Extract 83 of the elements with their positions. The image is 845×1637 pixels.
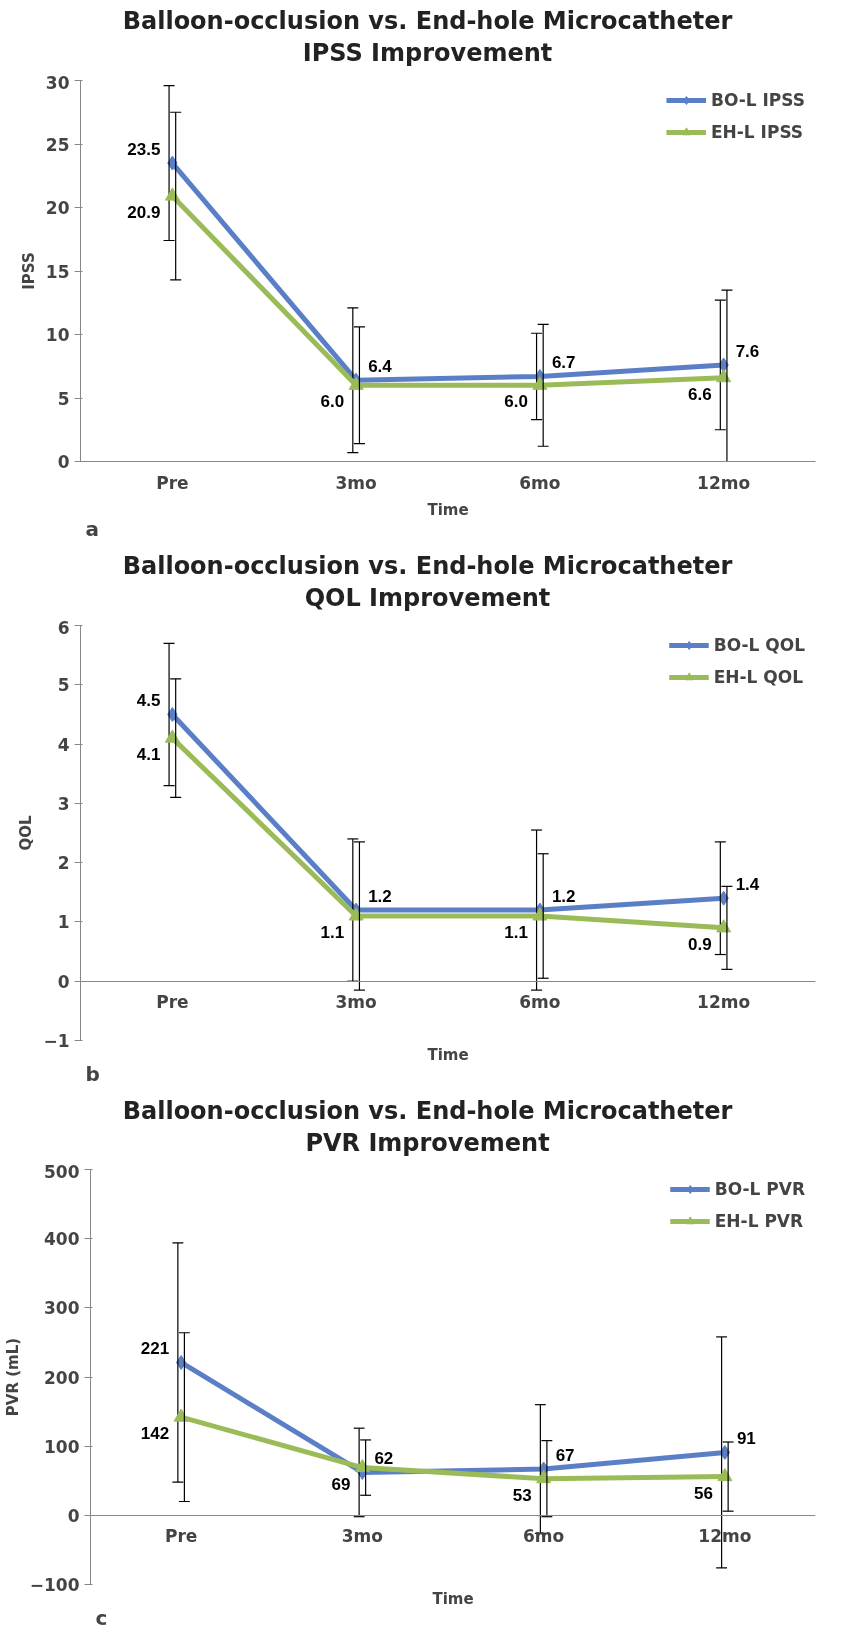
x-tick-label: Pre <box>156 991 189 1012</box>
chart-title: Balloon-occlusion vs. End-hole Microcatheter PVR Improvement <box>122 1095 733 1159</box>
chart-title: Balloon-occlusion vs. End-hole Microcatheter QOL Improvement <box>122 550 733 615</box>
text: b <box>85 1061 100 1086</box>
data-label: 6.6 <box>687 384 712 404</box>
y-tick-label: −100 <box>29 1575 80 1596</box>
data-label: 0.9 <box>687 934 712 954</box>
legend-label: EH-L IPSS <box>710 121 804 142</box>
point <box>532 906 548 921</box>
x-tick-label: 12mo <box>697 472 751 493</box>
x-tick-label: 3mo <box>341 1526 383 1547</box>
data-label: 6.0 <box>320 392 345 412</box>
data-label: 4.5 <box>136 690 161 710</box>
point <box>354 1459 370 1473</box>
data-label: 69 <box>331 1474 351 1494</box>
y-tick-label: 2 <box>57 852 70 873</box>
x-tick-label: 12mo <box>697 991 751 1012</box>
y-tick-label: 200 <box>44 1367 80 1388</box>
y-tick-label: 500 <box>44 1161 80 1182</box>
y-tick-label: 0 <box>67 1506 80 1527</box>
data-label: 6.0 <box>504 392 528 412</box>
data-label: 1.2 <box>551 886 576 906</box>
y-tick-label: 0 <box>57 451 70 472</box>
y-tick-label: 3 <box>57 793 70 814</box>
point <box>164 187 180 201</box>
y-tick-label: 100 <box>44 1437 80 1458</box>
y-tick-label: 1 <box>57 911 70 932</box>
legend-label: EH-L QOL <box>713 666 804 687</box>
point <box>164 729 180 743</box>
y-tick-label: −1 <box>43 1030 70 1051</box>
data-label: 67 <box>555 1446 575 1466</box>
legend-label: BO-L PVR <box>714 1179 805 1200</box>
y-tick-label: 10 <box>45 324 70 345</box>
y-axis-title: PVR (mL) <box>3 1338 22 1417</box>
legend-label: BO-L IPSS <box>710 89 805 110</box>
data-label: 1.2 <box>368 886 392 906</box>
x-tick-label: 6mo <box>523 1526 565 1547</box>
data-label: 91 <box>736 1429 756 1449</box>
y-axis-title: IPSS <box>19 252 38 290</box>
x-axis-title: Time <box>427 500 469 519</box>
y-tick-label: 400 <box>44 1229 80 1250</box>
point <box>532 376 548 390</box>
data-label: 4.1 <box>136 744 161 764</box>
x-tick-label: Pre <box>156 472 189 493</box>
y-tick-label: 20 <box>45 197 70 218</box>
x-tick-label: 6mo <box>519 991 561 1012</box>
data-label: 20.9 <box>127 202 161 222</box>
data-label: 6.7 <box>551 353 576 373</box>
text: c <box>95 1605 108 1630</box>
data-label: 56 <box>693 1483 713 1503</box>
data-label: 142 <box>140 1424 170 1444</box>
y-tick-label: 0 <box>57 971 70 992</box>
x-axis-title: Time <box>432 1589 474 1608</box>
point <box>348 906 364 921</box>
y-tick-label: 25 <box>45 134 70 155</box>
data-label: 1.1 <box>320 922 345 942</box>
y-tick-label: 300 <box>44 1298 80 1319</box>
data-label: 23.5 <box>127 139 161 159</box>
legend-label: EH-L PVR <box>714 1211 804 1232</box>
x-tick-label: 3mo <box>335 991 377 1012</box>
y-axis-title: QOL <box>17 814 36 851</box>
x-tick-label: 3mo <box>335 472 377 493</box>
y-tick-label: 4 <box>57 734 70 755</box>
x-tick-label: Pre <box>164 1526 198 1547</box>
data-label: 6.4 <box>368 357 393 376</box>
y-tick-label: 5 <box>57 388 70 409</box>
data-label: 7.6 <box>735 341 760 361</box>
data-label: 221 <box>140 1339 170 1359</box>
x-axis-title: Time <box>427 1045 469 1064</box>
data-label: 62 <box>374 1449 394 1469</box>
chart-title: Balloon-occlusion vs. End-hole Microcatheter IPSS Improvement <box>122 6 733 70</box>
y-tick-label: 15 <box>45 261 70 282</box>
legend-label: BO-L QOL <box>713 634 805 655</box>
data-label: 53 <box>512 1486 532 1506</box>
point <box>173 1408 189 1422</box>
y-tick-label: 30 <box>45 72 70 93</box>
x-tick-label: 6mo <box>519 472 561 493</box>
data-label: 1.4 <box>735 874 760 894</box>
data-label: 1.1 <box>504 922 528 942</box>
y-tick-label: 5 <box>57 674 70 695</box>
point <box>348 376 364 390</box>
text: a <box>85 516 99 541</box>
y-tick-label: 6 <box>57 617 70 638</box>
